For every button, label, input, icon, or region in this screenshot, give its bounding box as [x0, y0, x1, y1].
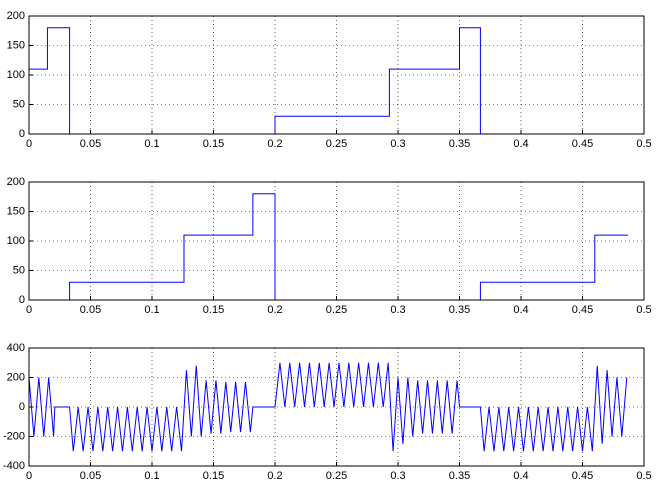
x-tick-label: 0 — [26, 470, 32, 482]
x-tick-label: 0.3 — [390, 470, 405, 482]
x-tick-label: 0.4 — [513, 470, 528, 482]
x-tick-label: 0.3 — [390, 138, 405, 150]
x-tick-label: 0.2 — [267, 138, 282, 150]
y-tick-label: 100 — [7, 69, 25, 81]
x-tick-label: 0.05 — [80, 470, 101, 482]
x-tick-label: 0.5 — [636, 470, 651, 482]
axes-frame — [28, 347, 645, 467]
x-tick-label: 0 — [26, 304, 32, 316]
x-tick-label: 0.15 — [203, 138, 224, 150]
axes-frame — [28, 181, 645, 301]
x-tick-label: 0.3 — [390, 304, 405, 316]
signal-line — [29, 27, 644, 135]
y-tick-label: 200 — [7, 10, 25, 22]
y-tick-label: 400 — [7, 342, 25, 354]
x-tick-label: 0.45 — [572, 138, 593, 150]
x-tick-label: 0.5 — [636, 138, 651, 150]
y-tick-label: 0 — [19, 128, 25, 140]
x-tick-label: 0.35 — [449, 470, 470, 482]
y-tick-label: 200 — [7, 371, 25, 383]
signal-line — [29, 193, 629, 301]
x-tick-label: 0.4 — [513, 138, 528, 150]
x-tick-label: 0.1 — [144, 470, 159, 482]
x-tick-label: 0.45 — [572, 304, 593, 316]
y-tick-label: 150 — [7, 39, 25, 51]
x-tick-label: 0.1 — [144, 138, 159, 150]
axes-frame — [28, 15, 645, 135]
x-tick-label: 0.05 — [80, 304, 101, 316]
x-tick-label: 0.25 — [326, 470, 347, 482]
y-tick-label: -400 — [3, 460, 25, 472]
y-tick-label: 150 — [7, 205, 25, 217]
x-tick-label: 0.15 — [203, 304, 224, 316]
y-tick-label: 0 — [19, 401, 25, 413]
x-tick-label: 0.25 — [326, 138, 347, 150]
signal-line — [28, 362, 628, 452]
x-tick-label: 0.45 — [572, 470, 593, 482]
x-tick-label: 0.5 — [636, 304, 651, 316]
x-tick-label: 0.35 — [449, 304, 470, 316]
x-tick-label: 0.35 — [449, 138, 470, 150]
x-tick-label: 0.4 — [513, 304, 528, 316]
x-tick-label: 0.05 — [80, 138, 101, 150]
y-tick-label: 200 — [7, 176, 25, 188]
y-tick-label: 0 — [19, 294, 25, 306]
x-tick-label: 0.1 — [144, 304, 159, 316]
x-tick-label: 0.25 — [326, 304, 347, 316]
x-tick-label: 0.2 — [267, 470, 282, 482]
x-tick-label: 0.2 — [267, 304, 282, 316]
y-tick-label: -200 — [3, 430, 25, 442]
x-tick-label: 0 — [26, 138, 32, 150]
x-tick-label: 0.15 — [203, 470, 224, 482]
y-tick-label: 100 — [7, 235, 25, 247]
y-tick-label: 50 — [13, 98, 25, 110]
y-tick-label: 50 — [13, 264, 25, 276]
